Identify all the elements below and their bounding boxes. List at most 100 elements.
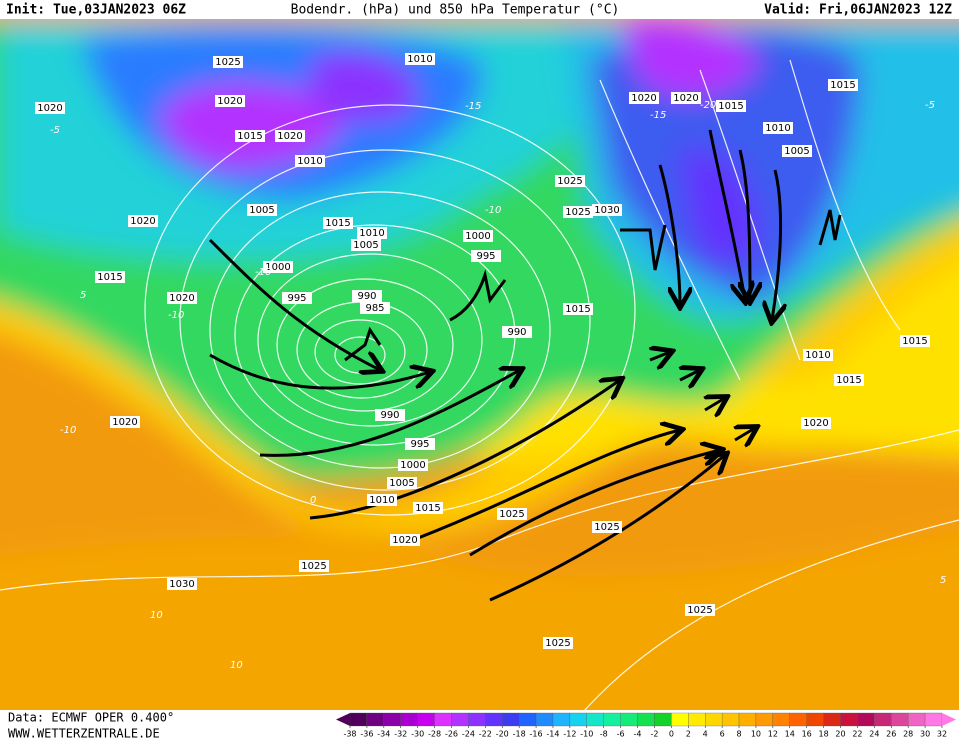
isobar-label-box — [367, 494, 397, 506]
isobar-label: 1020 — [277, 131, 302, 142]
isobar-label: 1030 — [169, 579, 194, 590]
map-shape — [680, 370, 700, 380]
colorbar-segment — [451, 712, 469, 727]
map-shape — [772, 169, 781, 320]
isobar-label: 995 — [410, 439, 429, 450]
colorbar-segment — [468, 712, 486, 727]
site-name: WWW.WETTERZENTRALE.DE — [8, 727, 160, 741]
isobar-label-box — [299, 560, 329, 572]
colorbar-tick-label: 28 — [903, 730, 913, 739]
colorbar-segment — [654, 712, 672, 727]
isobar-label: 1020 — [37, 103, 62, 114]
colorbar-tick-label: 30 — [920, 730, 930, 739]
colorbar-segment — [806, 712, 824, 727]
map-shape — [144, 104, 636, 516]
isobar-label: 1015 — [836, 375, 861, 386]
isobar-label: 1015 — [718, 101, 743, 112]
isobar-label-box — [128, 215, 158, 227]
isobar-label-box — [352, 290, 382, 302]
colorbar-tick-label: -6 — [617, 730, 625, 739]
map-shape — [0, 219, 959, 533]
map-shape — [740, 149, 750, 300]
map-shape — [650, 352, 670, 360]
isobar-label-box — [263, 261, 293, 273]
temperature-label: 10 — [230, 660, 243, 671]
isobar-label: 1020 — [217, 96, 242, 107]
isobar-label-box — [463, 230, 493, 242]
colorbar-arrow-high — [942, 713, 956, 726]
colorbar-tick-label: 8 — [736, 730, 741, 739]
isobar-label: 990 — [507, 327, 526, 338]
isobar-label-box — [563, 206, 593, 218]
isobar-label: 1020 — [673, 93, 698, 104]
map-shape — [276, 278, 454, 412]
isobar-label: 1005 — [249, 205, 274, 216]
isobar-label-box — [357, 227, 387, 239]
isobar-label: 990 — [380, 410, 399, 421]
colorbar-tick-label: 14 — [785, 730, 795, 739]
isobar-label-box — [323, 217, 353, 229]
isobar-label-box — [247, 204, 277, 216]
colorbar-segment — [620, 712, 638, 727]
isobar-label-box — [803, 349, 833, 361]
isobar-label: 1015 — [97, 272, 122, 283]
colorbar-segment — [671, 712, 689, 727]
isobar-label-box — [110, 416, 140, 428]
colorbar-tick-label: 2 — [686, 730, 691, 739]
colorbar-segment — [569, 712, 587, 727]
colorbar-tick-label: -26 — [445, 730, 458, 739]
colorbar-tick-label: 4 — [703, 730, 708, 739]
isobar-label: 1010 — [359, 228, 384, 239]
isobar-label: 1020 — [112, 417, 137, 428]
isobar-label-box — [471, 250, 501, 262]
temperature-label: -20 — [700, 100, 716, 111]
isobar-label-box — [592, 204, 622, 216]
temperature-label: -15 — [465, 101, 481, 112]
isobar-label-box — [900, 335, 930, 347]
temperature-label: 5 — [940, 575, 946, 586]
colorbar-tick-label: -38 — [343, 730, 356, 739]
colorbar-tick-label: 26 — [886, 730, 896, 739]
isobar-label-box — [592, 521, 622, 533]
isobar-label-box — [629, 92, 659, 104]
isobar-label-box — [405, 53, 435, 65]
colorbar-tick-label: -30 — [411, 730, 424, 739]
isobar-label: 1010 — [369, 495, 394, 506]
colorbar-segment — [400, 712, 418, 727]
isobar-label-box — [167, 292, 197, 304]
colorbar-segment — [772, 712, 790, 727]
map-shape — [0, 429, 959, 591]
map-shape — [584, 519, 959, 710]
colorbar-tick-label: -14 — [546, 730, 559, 739]
map-shape — [735, 428, 755, 440]
isobar-label-box — [413, 502, 443, 514]
colorbar-segment — [434, 712, 452, 727]
isobar-label-box — [398, 459, 428, 471]
temperature-label: -5 — [925, 100, 935, 111]
temperature-label: -10 — [485, 205, 501, 216]
data-source: Data: ECMWF OPER 0.400° — [8, 711, 174, 725]
colorbar-tick-label: -20 — [496, 730, 509, 739]
map-shape — [257, 253, 483, 427]
isobar-label-box — [213, 56, 243, 68]
isobars — [0, 59, 959, 710]
colorbar-tick-label: -28 — [428, 730, 441, 739]
flow-arrows — [208, 129, 842, 602]
colorbar-segment — [789, 712, 807, 727]
map-shape — [449, 269, 507, 322]
map-shape — [620, 224, 667, 271]
temperature-label: 0 — [310, 495, 316, 506]
isobar-label-box — [390, 534, 420, 546]
map-shape — [0, 529, 959, 710]
header-bar — [0, 0, 959, 19]
map-shape — [209, 353, 430, 390]
colorbar-segment — [502, 712, 520, 727]
isobar-label-box — [563, 303, 593, 315]
isobar-label: 1025 — [687, 605, 712, 616]
isobar-label: 1005 — [389, 478, 414, 489]
isobar-label-box — [828, 79, 858, 91]
colorbar-segment — [366, 712, 384, 727]
isobar-label: 1010 — [805, 350, 830, 361]
